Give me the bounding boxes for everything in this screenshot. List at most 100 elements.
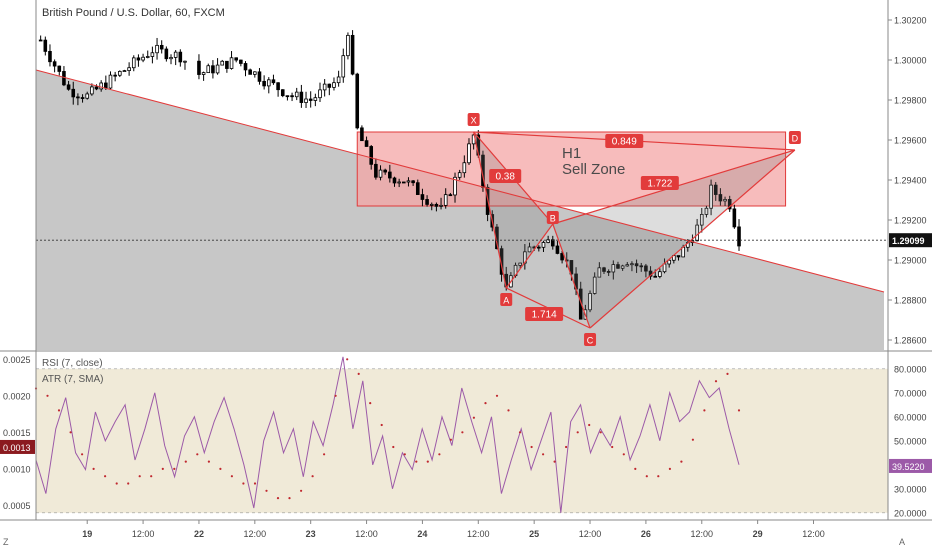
atr-dot [714, 380, 718, 383]
candle-body [681, 246, 685, 258]
time-tick-label: 23 [306, 529, 316, 539]
rsi-line[interactable] [35, 356, 740, 513]
candle-body [360, 127, 364, 142]
descending-trendline[interactable] [35, 69, 885, 293]
indicator-pane [34, 356, 888, 514]
ratio-badge[interactable] [640, 176, 679, 190]
candle-body [234, 57, 238, 61]
atr-tick-label: 0.0020 [3, 391, 31, 401]
ratio-badge[interactable] [489, 169, 522, 183]
candle-body [118, 71, 122, 76]
candle-body [639, 265, 644, 268]
atr-dot [680, 460, 683, 463]
atr-dot [334, 394, 337, 397]
pattern-leg-cd[interactable] [589, 149, 796, 329]
atr-dot [449, 438, 452, 441]
atr-current-label: 0.0013 [3, 443, 31, 453]
below-trend-shade [36, 70, 884, 350]
pattern-point-x-badge[interactable] [467, 113, 480, 126]
atr-dot [311, 475, 314, 478]
candle-body [229, 57, 234, 69]
time-tick-label: 12:00 [467, 529, 490, 539]
candle-body [578, 288, 583, 320]
candle-body [62, 71, 66, 86]
current-price-label: 1.29099 [892, 236, 925, 246]
pattern-point-c-badge[interactable] [584, 333, 597, 346]
atr-dot [403, 453, 406, 456]
pattern-leg-ab[interactable] [505, 223, 554, 289]
candle-body [271, 79, 276, 84]
candle-body [215, 64, 220, 74]
candle-body [374, 163, 378, 178]
candle-body [322, 83, 327, 91]
candle-body [462, 162, 467, 174]
candles [38, 30, 741, 320]
candle-body [220, 60, 225, 66]
symbol-title: British Pound / U.S. Dollar, 60, FXCM [42, 7, 225, 19]
candle-body [699, 214, 704, 226]
atr-dot [518, 431, 522, 434]
atr-dot [46, 394, 49, 397]
candle-body [304, 98, 308, 103]
atr-dot [553, 460, 556, 463]
rsi-tick-label: 30.0000 [894, 484, 927, 494]
candle-body [52, 61, 57, 67]
pattern-point-b-badge[interactable] [546, 211, 559, 224]
corner-label-right: A [899, 537, 905, 547]
pattern-point-c-label: C [587, 336, 594, 346]
candle-body [145, 56, 150, 58]
atr-dot [184, 460, 187, 463]
atr-dot [461, 431, 464, 434]
candle-body [327, 83, 332, 88]
atr-dot [104, 475, 107, 478]
time-tick-label: 12:00 [579, 529, 602, 539]
atr-dot [611, 445, 614, 449]
candle-body [85, 93, 90, 99]
candle-body [667, 259, 671, 265]
current-price-tag [889, 233, 932, 248]
candle-body [527, 246, 532, 253]
candle-body [658, 271, 662, 277]
atr-tick-label: 0.0025 [3, 355, 31, 365]
candle-body [453, 176, 457, 196]
ratio-label: 1.722 [647, 179, 672, 190]
harmonic-pattern[interactable]: X A B C D 0.38 1.714 1.722 0.849 [467, 113, 801, 346]
candle-body [141, 56, 145, 61]
price-tick-label: 1.29200 [894, 216, 927, 226]
pattern-point-a-badge[interactable] [500, 293, 513, 306]
zone-label-line2: Sell Zone [562, 161, 625, 178]
candle-body [634, 263, 639, 267]
atr-label[interactable]: ATR (7, SMA) [42, 374, 103, 385]
atr-dot [668, 467, 672, 470]
candle-body [113, 74, 117, 77]
candle-body [336, 76, 341, 84]
atr-dot [645, 475, 648, 478]
candle-body [262, 80, 266, 87]
candle-body [99, 82, 103, 90]
atr-dot [138, 475, 141, 478]
ratio-badge[interactable] [525, 307, 564, 321]
candle-body [611, 264, 616, 273]
time-tick-label: 25 [529, 529, 539, 539]
candle-body [406, 180, 411, 183]
candle-body [266, 79, 271, 87]
candle-body [280, 89, 285, 97]
atr-dot [127, 482, 130, 485]
pattern-leg-bc[interactable] [552, 223, 591, 329]
atr-dot [253, 482, 257, 485]
pattern-point-d-badge[interactable] [788, 131, 801, 144]
price-tick-label: 1.30000 [894, 56, 927, 66]
pattern-leg-xa[interactable] [473, 131, 507, 289]
atr-dot [691, 438, 695, 441]
time-tick-label: 19 [82, 529, 92, 539]
atr-dot [242, 482, 245, 485]
atr-dot [196, 453, 199, 456]
trendline[interactable] [35, 69, 888, 293]
candle-body [537, 246, 541, 249]
candle-body [290, 95, 294, 98]
candle-body [597, 267, 602, 278]
rsi-label[interactable]: RSI (7, close) [42, 358, 103, 369]
ratio-badge[interactable] [605, 134, 644, 148]
candle-body [294, 91, 299, 98]
